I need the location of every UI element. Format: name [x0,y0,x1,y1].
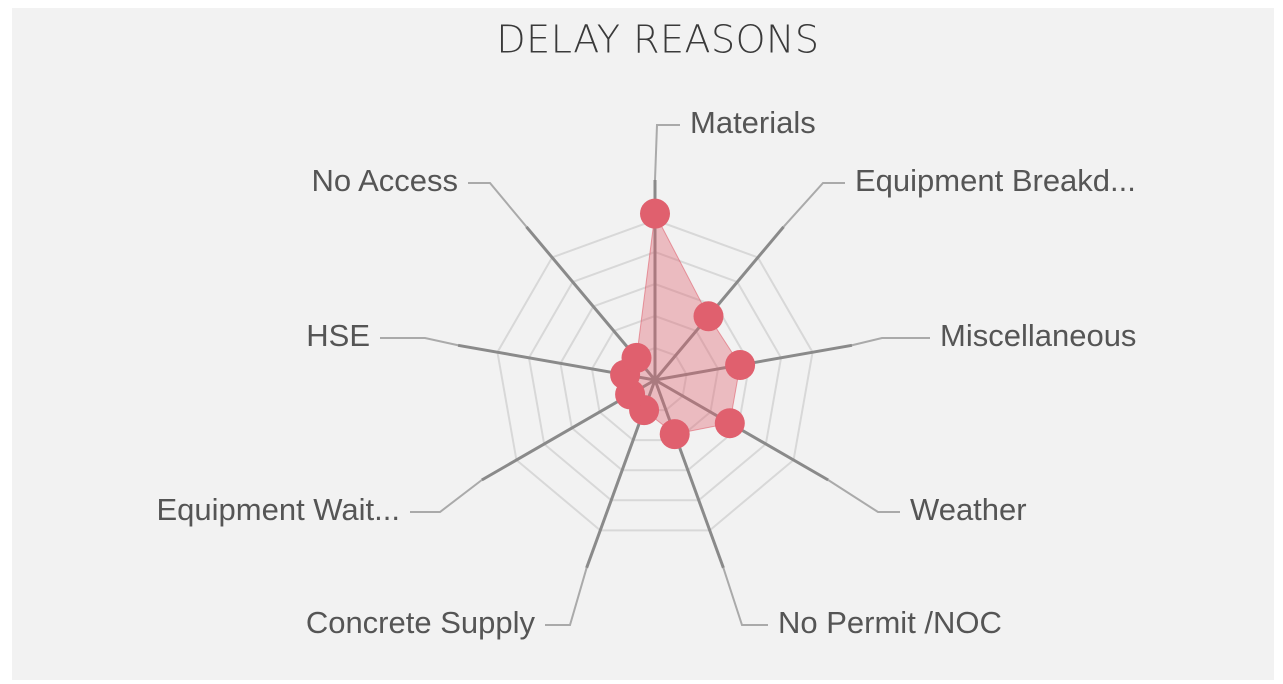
category-label: Equipment Wait... [156,492,400,527]
category-label: Concrete Supply [306,605,536,640]
leader-line [782,182,845,228]
category-label: Equipment Breakd... [855,163,1136,198]
spoke [653,379,725,569]
leader-line [654,124,680,181]
grid-ring [496,218,814,532]
point [621,342,652,373]
leader-line [722,567,768,626]
point [714,408,745,439]
leader-line [410,479,483,513]
leader-line [468,182,528,228]
panel [12,8,1274,680]
category-label: Materials [690,105,816,140]
category-label: Weather [910,492,1027,527]
chart-title: DELAY REASONS [496,18,819,62]
point [693,301,724,332]
category-label: Miscellaneous [940,318,1136,353]
grid-ring [527,250,783,502]
point [659,419,690,450]
leader-line [851,337,930,347]
spoke [653,225,785,381]
leader-line [380,337,459,347]
leader-line [827,479,900,513]
grid-ring [559,282,751,472]
category-label: HSE [306,318,370,353]
point [640,198,670,229]
category-label: No Permit /NOC [778,605,1002,640]
leader-line [545,567,588,626]
category-label: No Access [312,163,458,198]
point [725,350,756,380]
grid-ring [590,314,720,442]
